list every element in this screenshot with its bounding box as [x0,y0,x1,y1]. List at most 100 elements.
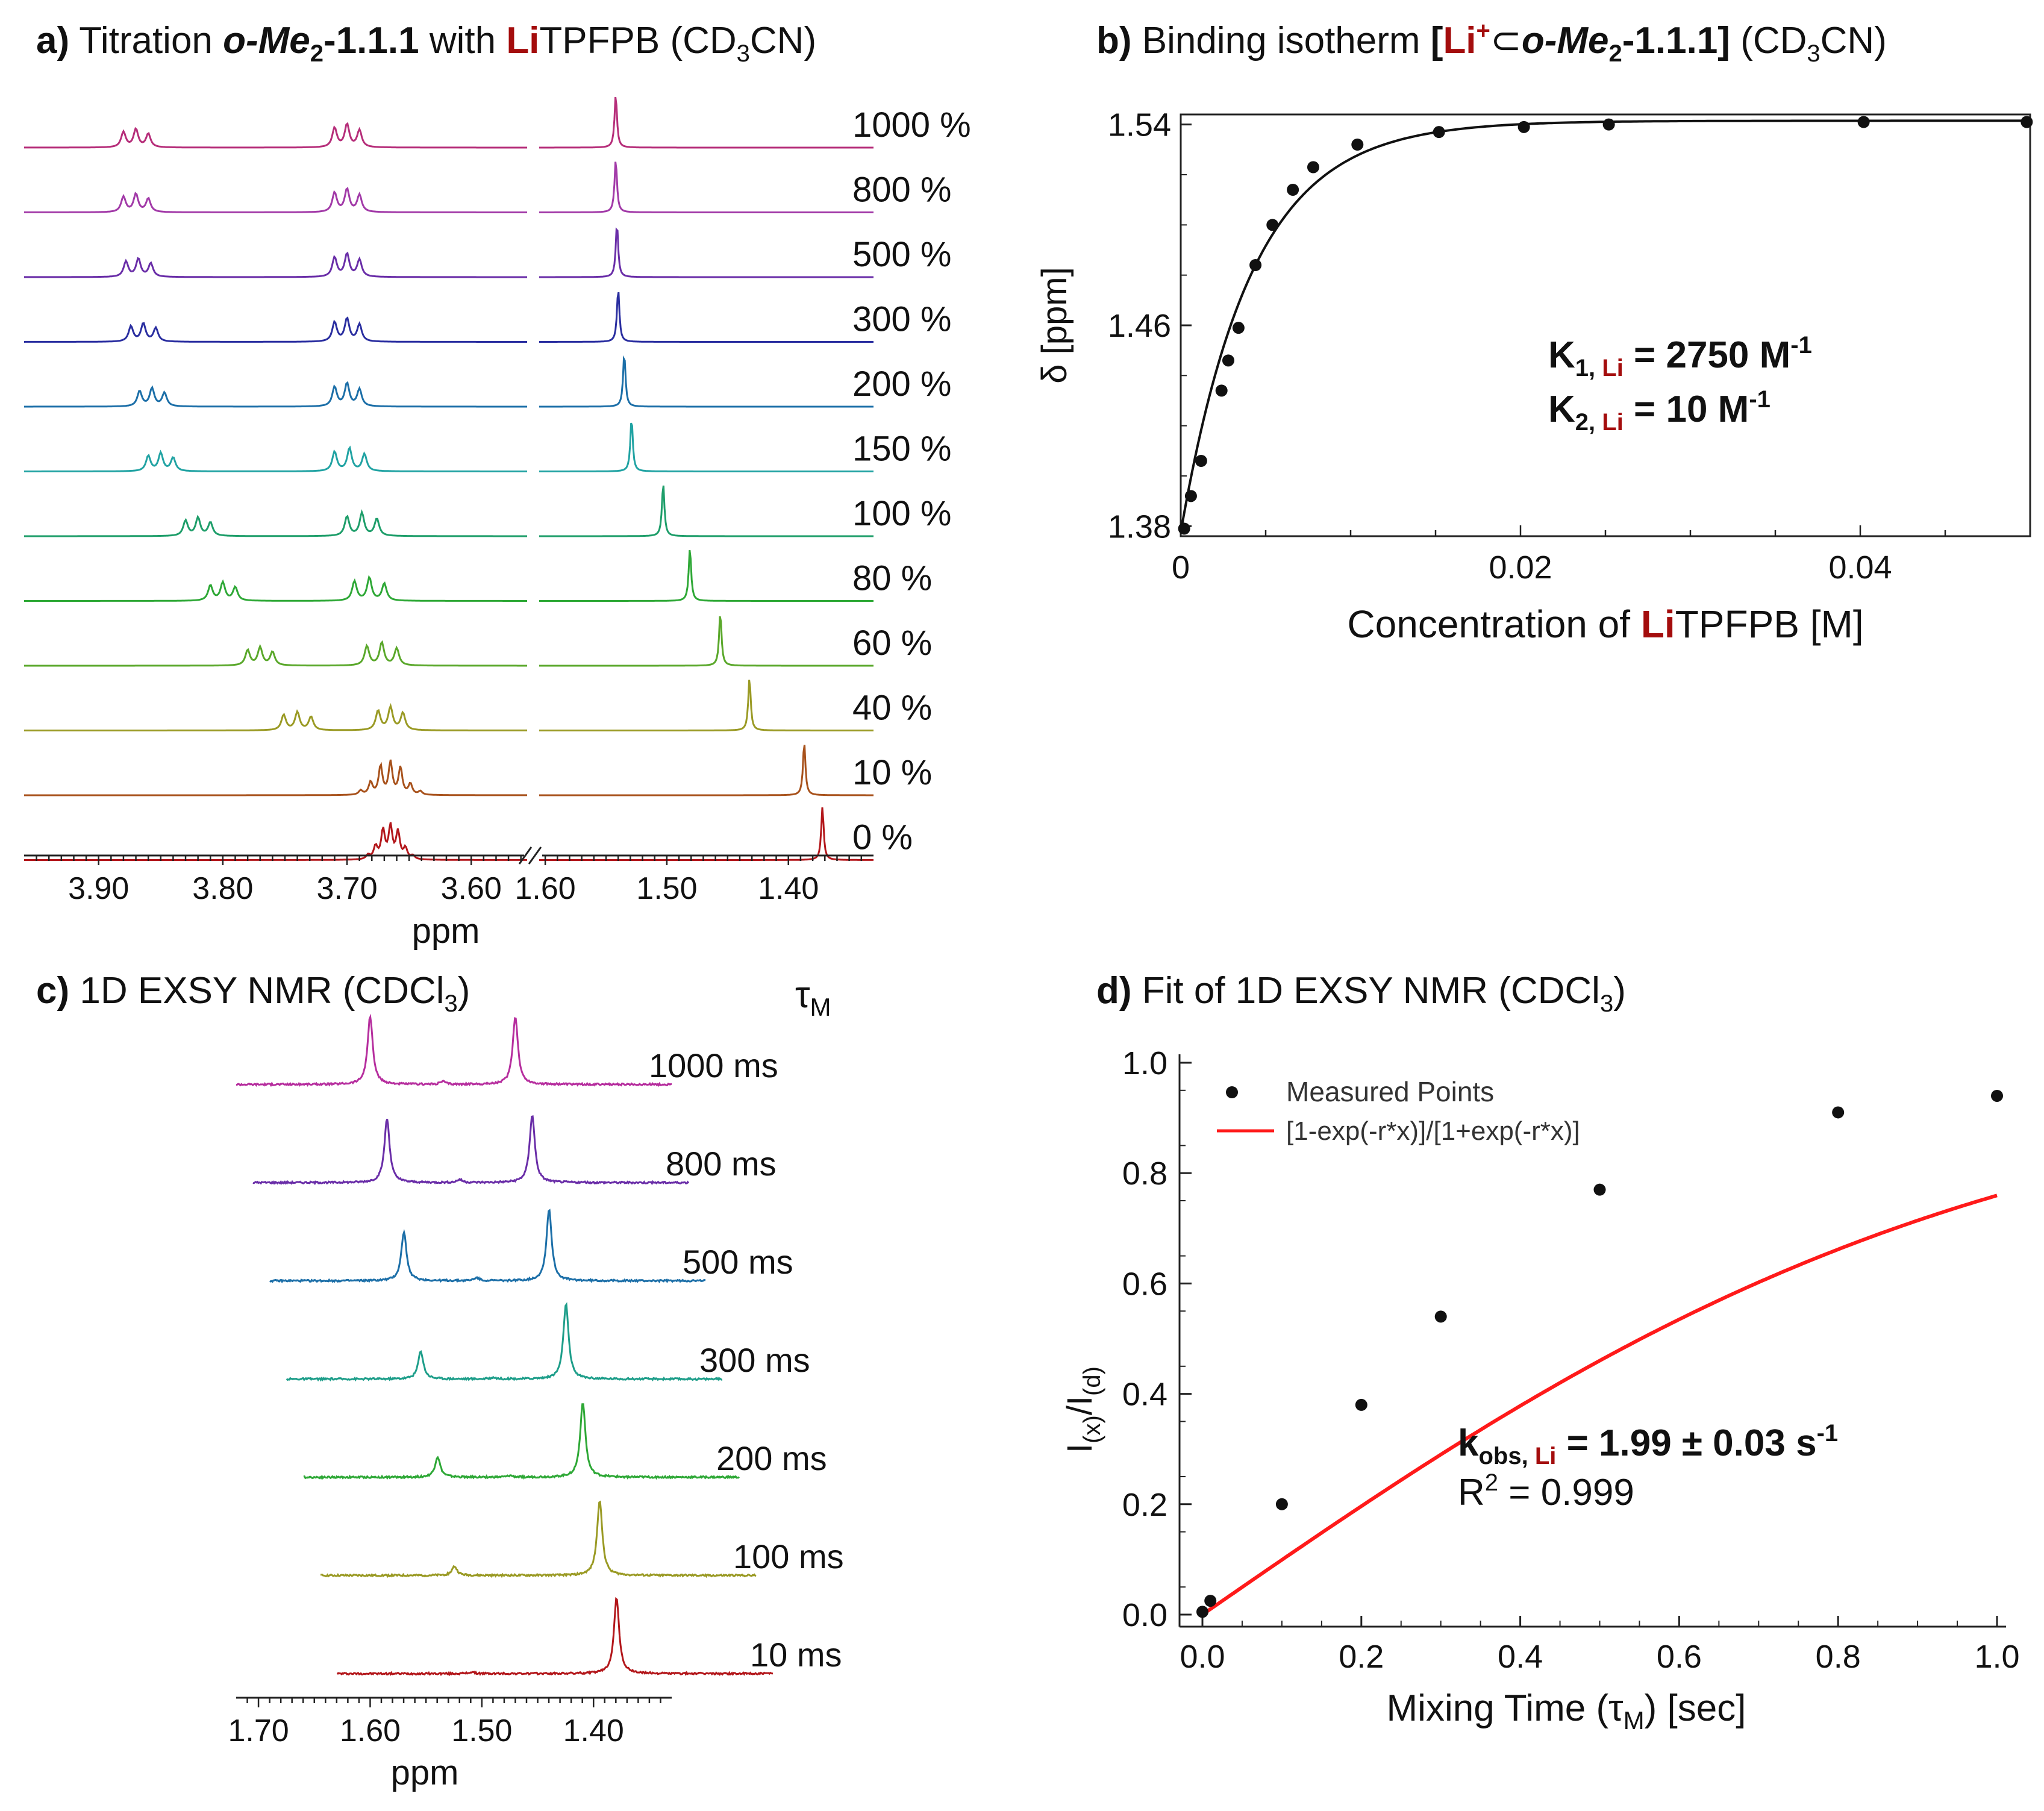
y-tick-label: 1.38 [1108,508,1171,545]
panel-c-letter: c) [36,970,69,1012]
panel-d-y-label: I(x)/I(d) [1060,1366,1105,1453]
series-label-a: 100 % [852,494,951,533]
x-tick-label: 1.50 [636,871,697,906]
panel-d-legend: Measured Points [1-exp(-r*x)]/[1+exp(-r*… [1217,1076,1580,1146]
panel-d-legend-marker [1226,1086,1238,1098]
panel-b-bracket: [ [1431,20,1443,61]
panel-d: d) Fit of 1D EXSY NMR (CDCl3) 0.00.20.40… [1060,970,2020,1734]
data-point [1517,120,1530,133]
panel-b-title: b) Binding isotherm [Li+⊂o-Me2-1.1.1] (C… [1096,17,1887,67]
panel-b-k2-label: K [1548,389,1575,430]
panel-b-fit-line [1180,119,2030,533]
panel-d-x-label-post: ) [sec] [1645,1687,1746,1729]
series-label-a: 1000 % [852,105,971,145]
exsy-spectrum-3 [286,1302,723,1382]
spectrum-right-1 [539,161,874,213]
panel-a-title-pre: Titration [69,20,223,61]
panel-b-li: Li [1443,20,1476,61]
panel-d-y-label-x: (x) [1079,1415,1105,1443]
data-point [1307,161,1319,174]
panel-b-k2: K2, Li = 10 M-1 [1548,386,1771,436]
x-tick-label: 1.60 [514,871,575,906]
series-label-a: 500 % [852,235,951,274]
panel-b-title-pre: Binding isotherm [1132,20,1431,61]
x-tick-label: 0.0 [1180,1639,1225,1675]
panel-d-legend-points: Measured Points [1286,1076,1494,1107]
panel-c-sub3: 3 [445,990,458,1017]
x-tick-label: 3.80 [192,871,253,906]
panel-d-r2-pre: R [1458,1472,1485,1513]
y-tick-label: 1.46 [1108,308,1171,344]
spectrum-left-0 [24,122,527,149]
panel-c-x-axis: 1.70 1.60 1.50 1.40 [228,1697,672,1748]
y-tick-label: 0.6 [1122,1266,1167,1302]
spectrum-right-2 [539,227,874,278]
panel-a-li: Li [506,20,539,61]
panel-a-spectra [23,96,874,861]
exsy-spectrum-0 [236,1013,672,1087]
panel-c-series-labels: 10 ms 100 ms 200 ms 300 ms 500 ms 800 ms 1000 … [649,1046,844,1674]
panel-b-compound-sub: 2 [1609,40,1622,67]
spectrum-left-2 [24,251,527,278]
exsy-spectrum-1 [252,1115,690,1186]
panel-a-compound: o-Me [223,20,310,61]
y-tick-label: 1.0 [1122,1045,1167,1081]
spectrum-left-9 [24,702,527,731]
panel-b-k2-sub: 2, [1575,409,1602,436]
panel-c-spectra [236,1013,774,1677]
x-tick-label: 0.04 [1828,549,1892,586]
panel-c-title: c) 1D EXSY NMR (CDCl3) [36,970,470,1017]
spectrum-left-4 [24,381,527,408]
data-point [1215,384,1228,397]
exsy-spectrum-2 [269,1209,706,1284]
series-label-a: 150 % [852,430,951,469]
series-label-a: 80 % [852,559,932,598]
panel-d-x-label: Mixing Time (τM) [sec] [1387,1687,1746,1734]
data-point [1195,455,1207,467]
series-label-a: 200 % [852,364,951,404]
panel-b-x-label-li: Li [1641,602,1675,646]
data-point [1351,139,1364,151]
panel-b-sub3: 3 [1807,40,1820,67]
spectrum-left-11 [24,822,527,861]
series-label-a: 0 % [852,818,913,857]
x-tick-label: 0.8 [1816,1639,1861,1675]
spectrum-right-0 [539,96,874,149]
panel-a-title-post: TPFPB (CD [539,20,736,61]
panel-b-k2-exp: -1 [1749,386,1771,413]
panel-b-x-label: Concentration of LiTPFPB [M] [1347,602,1863,646]
series-label-c: 800 ms [666,1145,777,1183]
panel-a-series-labels: 0 % 10 % 40 % 60 % 80 % 100 % 150 % 200 % 300 % 5… [852,105,971,857]
spectrum-left-5 [24,445,527,472]
panel-b: b) Binding isotherm [Li+⊂o-Me2-1.1.1] (C… [1035,17,2033,646]
data-point [1232,322,1245,334]
panel-d-fit-line [1201,1193,1998,1616]
panel-a-x-axis: 3.90 3.80 3.70 3.60 1.60 1.50 1.40 [24,846,874,906]
panel-a-title-end: CN) [750,20,816,61]
panel-b-k2-value: = 10 M [1624,389,1749,430]
x-tick-label: 0 [1172,549,1190,586]
panel-d-points [1196,1089,2003,1618]
panel-d-axes: 0.0 0.2 0.4 0.6 0.8 1.0 0.0 0.2 0.4 0.6 0.8 1.0 [1122,1045,2020,1675]
spectrum-right-6 [539,485,874,537]
spectrum-right-10 [539,745,874,796]
y-tick-label: 1.54 [1108,107,1171,143]
panel-a-x-label: ppm [412,912,480,951]
spectrum-left-1 [24,187,527,213]
series-label-a: 800 % [852,170,951,210]
series-label-c: 500 ms [683,1243,793,1281]
y-tick-label: 0.8 [1122,1156,1167,1192]
x-tick-label: 1.60 [340,1713,401,1748]
data-point [1196,1606,1208,1618]
spectrum-right-9 [539,680,874,731]
panel-c-tau: τ [795,974,810,1016]
series-label-c: 200 ms [716,1439,827,1477]
series-label-c: 10 ms [750,1636,842,1674]
panel-a-title-mid: with [419,20,507,61]
panel-d-title-text: Fit of 1D EXSY NMR (CDCl [1132,970,1600,1012]
spectrum-right-7 [539,550,874,602]
series-label-c: 1000 ms [649,1046,778,1084]
panel-b-x-label-post: TPFPB [M] [1675,602,1864,646]
panel-d-kobs-sub: obs, [1478,1443,1534,1469]
